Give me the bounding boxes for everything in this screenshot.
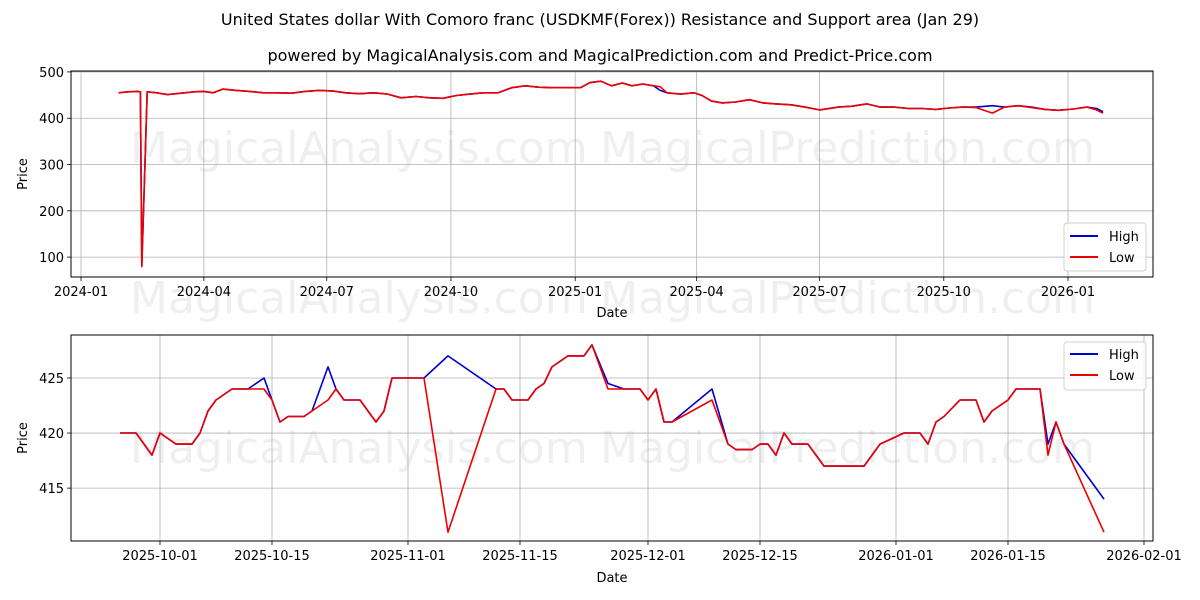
x-tick-label: 2025-12-01 (610, 549, 686, 564)
y-axis-label: Price (16, 158, 31, 190)
legend-high-label: High (1109, 348, 1139, 363)
y-tick-label: 415 (39, 482, 64, 497)
x-tick-label: 2025-10 (917, 285, 971, 300)
low-line (120, 344, 1105, 534)
full-history-chart: MagicalAnalysis.com MagicalPrediction.co… (16, 66, 1154, 324)
legend-low-label: Low (1109, 251, 1135, 266)
watermark-prediction-2: MagicalPrediction.com (600, 273, 1095, 324)
watermark-analysis-2: MagicalAnalysis.com (130, 273, 588, 324)
x-tick-label: 2024-04 (177, 285, 231, 300)
price-lines (120, 344, 1105, 534)
low-line (118, 80, 1104, 268)
legend-low-label: Low (1109, 369, 1135, 384)
y-tick-label: 400 (39, 112, 64, 127)
x-tick-label: 2024-10 (424, 285, 478, 300)
x-tick-label: 2024-01 (54, 285, 108, 300)
watermark-analysis: MagicalAnalysis.com (130, 123, 588, 174)
legend: High Low (1063, 222, 1147, 272)
x-tick-label: 2025-12-15 (722, 549, 798, 564)
y-tick-label: 420 (39, 427, 64, 442)
axis-ticks: 2025-10-01 2025-10-15 2025-11-01 2025-11-15… (39, 372, 1182, 564)
y-tick-label: 200 (39, 205, 64, 220)
chart-title: United States dollar With Comoro franc (… (220, 10, 980, 29)
price-lines (118, 80, 1104, 268)
x-tick-label: 2026-02-01 (1106, 549, 1182, 564)
x-tick-label: 2025-07 (792, 285, 846, 300)
grid (71, 335, 1153, 541)
legend: High Low (1063, 341, 1147, 391)
y-tick-label: 100 (39, 251, 64, 266)
x-tick-label: 2026-01-15 (970, 549, 1046, 564)
y-tick-label: 300 (39, 159, 64, 174)
x-tick-label: 2025-10-15 (234, 549, 310, 564)
x-axis-label: Date (596, 571, 627, 586)
x-tick-label: 2026-01-01 (858, 549, 934, 564)
plot-frame (70, 334, 1154, 542)
x-tick-label: 2025-11-15 (482, 549, 558, 564)
recent-detail-chart: MagicalAnalysis.com MagicalPrediction.co… (16, 334, 1182, 586)
x-axis-label: Date (596, 306, 627, 321)
x-tick-label: 2026-01 (1041, 285, 1095, 300)
y-tick-label: 425 (39, 372, 64, 387)
watermark-prediction: MagicalPrediction.com (600, 123, 1095, 174)
x-tick-label: 2025-10-01 (122, 549, 198, 564)
x-tick-label: 2025-11-01 (370, 549, 446, 564)
y-axis-label: Price (16, 422, 31, 454)
x-tick-label: 2025-01 (548, 285, 602, 300)
axis-ticks: 2024-01 2024-04 2024-07 2024-10 2025-01 2025-… (39, 66, 1095, 300)
legend-high-label: High (1109, 230, 1139, 245)
y-tick-label: 500 (39, 66, 64, 81)
x-tick-label: 2024-07 (300, 285, 354, 300)
high-line (120, 344, 1105, 500)
watermark-analysis-3: MagicalAnalysis.com (130, 423, 588, 474)
x-tick-label: 2025-04 (670, 285, 724, 300)
plot-frame (70, 70, 1154, 278)
chart-subtitle: powered by MagicalAnalysis.com and Magic… (267, 46, 933, 65)
grid (71, 71, 1153, 277)
